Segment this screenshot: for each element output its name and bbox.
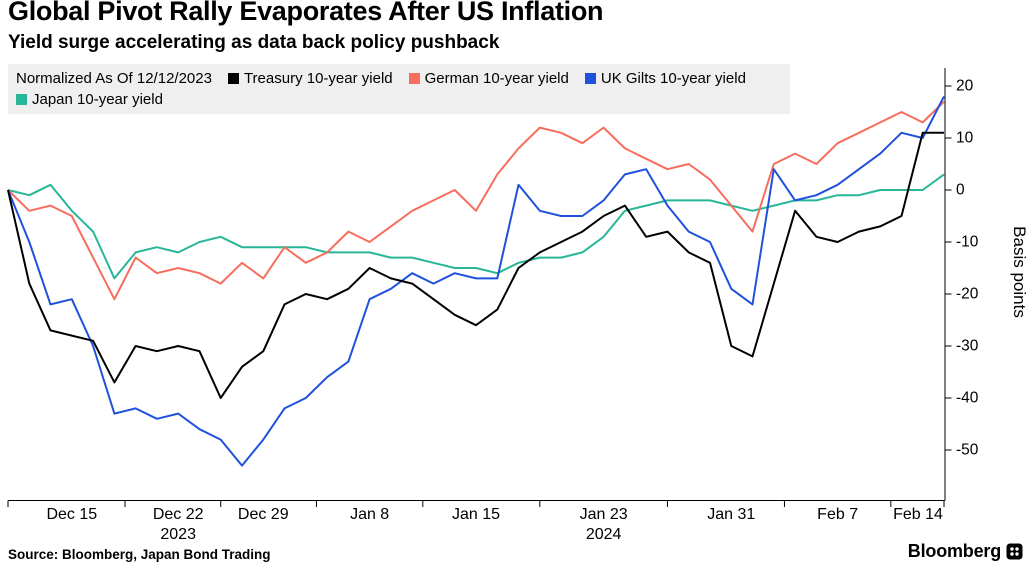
x-tick-label: Dec 15	[46, 506, 97, 523]
x-year-label: 2023	[160, 526, 196, 543]
x-tick-label: Jan 23	[580, 506, 628, 523]
x-tick-label: Dec 29	[238, 506, 289, 523]
page-title: Global Pivot Rally Evaporates After US I…	[8, 0, 604, 26]
bloomberg-logo: Bloomberg	[908, 541, 1023, 562]
legend-item: UK Gilts 10-year yield	[584, 68, 746, 89]
legend-item: Treasury 10-year yield	[227, 68, 393, 89]
legend-row: Japan 10-year yield	[16, 89, 782, 110]
legend-swatch-icon	[227, 73, 239, 84]
legend-note: Normalized As Of 12/12/2023	[16, 70, 212, 87]
y-tick-label: -40	[956, 390, 979, 407]
legend-swatch-icon	[408, 73, 420, 84]
plot-lines	[7, 95, 945, 467]
series-line-japan-10-year-yield	[7, 173, 945, 280]
y-axis-title: Basis points	[1010, 226, 1029, 318]
x-tick-label: Dec 22	[153, 506, 204, 523]
series-line-uk-gilts-10-year-yield	[7, 95, 945, 467]
legend-row: Normalized As Of 12/12/2023 Treasury 10-y…	[16, 68, 782, 89]
axes: 20 10 0 -10 -20 -30 -40 -50 Basis points Dec 15 De…	[7, 68, 1029, 543]
series-line-treasury-10-year-yield	[7, 131, 944, 399]
bloomberg-wordmark: Bloomberg	[907, 541, 1001, 561]
x-tick-label: Feb 14	[893, 506, 943, 523]
legend-item: German 10-year yield	[408, 68, 569, 89]
x-tick-label: Jan 31	[707, 506, 755, 523]
legend-item-label: Japan 10-year yield	[32, 91, 163, 108]
series-line-german-10-year-yield	[7, 100, 945, 301]
x-tick-label: Jan 8	[350, 506, 389, 523]
legend-swatch-icon	[16, 94, 27, 105]
y-tick-label: -20	[956, 286, 979, 303]
y-tick-label: 10	[956, 130, 974, 147]
legend-swatch-icon	[584, 73, 596, 84]
y-tick-label: -30	[956, 338, 979, 355]
source-note: Source: Bloomberg, Japan Bond Trading	[8, 547, 271, 562]
x-year-label: 2024	[586, 526, 622, 543]
x-tick-label: Feb 7	[817, 506, 858, 523]
y-tick-label: -50	[956, 442, 979, 459]
page-subtitle: Yield surge accelerating as data back po…	[8, 32, 500, 53]
legend-item-label: German 10-year yield	[424, 70, 569, 87]
x-tick-label: Jan 15	[452, 506, 500, 523]
legend-item: Japan 10-year yield	[16, 89, 163, 110]
y-tick-label: 20	[956, 78, 974, 95]
bloomberg-terminal-icon	[1006, 543, 1023, 560]
chart-legend: Normalized As Of 12/12/2023 Treasury 10-y…	[8, 64, 790, 114]
legend-item-label: UK Gilts 10-year yield	[600, 70, 746, 87]
y-tick-label: -10	[956, 234, 979, 251]
y-tick-label: 0	[956, 182, 965, 199]
legend-item-label: Treasury 10-year yield	[243, 70, 393, 87]
